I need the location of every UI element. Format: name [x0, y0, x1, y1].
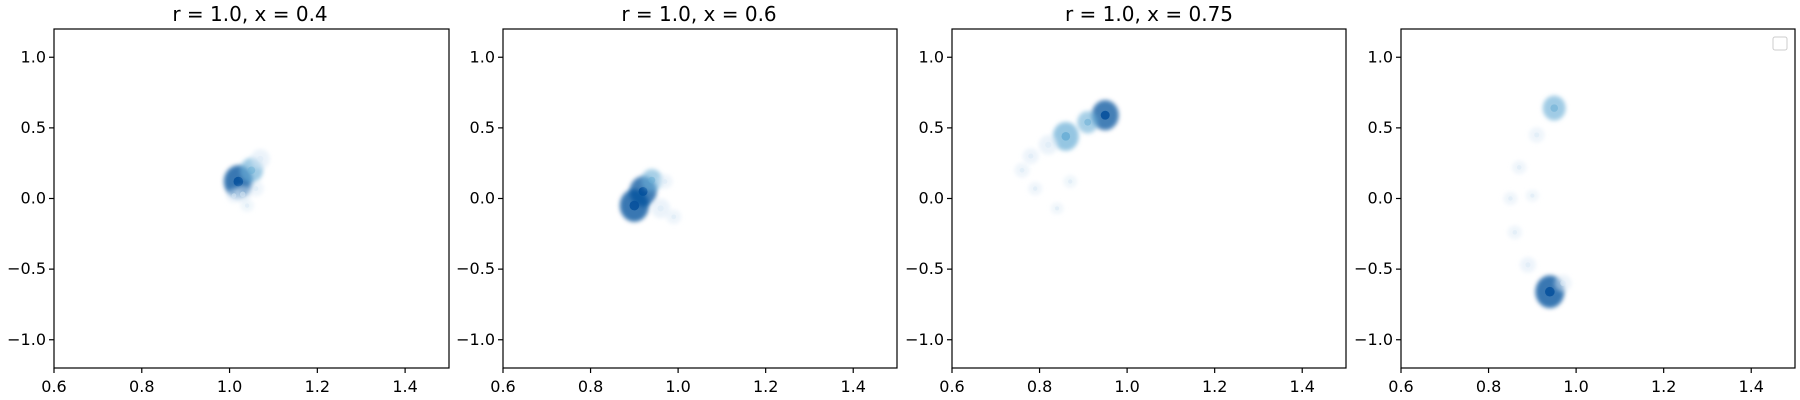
- y-tick-label: −1.0: [7, 330, 46, 349]
- x-tick-label: 1.0: [1563, 377, 1588, 396]
- density-core: [657, 205, 664, 212]
- y-tick-label: −1.0: [905, 330, 944, 349]
- y-tick-label: 0.0: [919, 189, 944, 208]
- x-tick-label: 1.2: [1651, 377, 1676, 396]
- heatmap-panel-1: r = 1.0, x = 0.4 0.6 0.8 1.0 1.2 1.41.00.50.…: [7, 2, 450, 396]
- panel-title: r = 1.0, x = 0.75: [1065, 2, 1233, 26]
- density-core: [1508, 196, 1513, 201]
- density-core: [1028, 153, 1034, 159]
- x-tick-label: 1.4: [392, 377, 417, 396]
- x-tick-label: 0.6: [41, 377, 66, 396]
- y-tick-label: −0.5: [1354, 259, 1393, 278]
- panel-title: r = 1.0, x = 0.4: [172, 2, 327, 26]
- y-tick-label: 0.0: [470, 189, 495, 208]
- plot-frame: [53, 28, 450, 369]
- y-tick-label: 0.5: [1368, 118, 1393, 137]
- plot-frame: [502, 28, 898, 369]
- density-core: [1512, 230, 1518, 235]
- density-layer: [619, 168, 682, 225]
- y-tick-label: 1.0: [21, 47, 46, 66]
- density-core: [629, 200, 640, 211]
- x-tick-label: 1.4: [1738, 377, 1763, 396]
- density-core: [1100, 110, 1110, 120]
- y-tick-label: 1.0: [1368, 47, 1393, 66]
- density-core: [253, 186, 259, 192]
- x-tick-label: 1.2: [305, 377, 330, 396]
- x-tick-label: 1.4: [1289, 377, 1314, 396]
- plot-frame: [951, 28, 1347, 369]
- y-tick-label: −0.5: [456, 259, 495, 278]
- density-core: [231, 193, 237, 199]
- x-tick-label: 0.8: [1476, 377, 1501, 396]
- density-core: [1084, 118, 1092, 126]
- density-core: [671, 214, 677, 220]
- y-tick-label: 0.0: [21, 189, 46, 208]
- density-core: [1530, 193, 1535, 198]
- x-tick-label: 1.0: [1114, 377, 1139, 396]
- density-layer: [223, 149, 270, 212]
- x-tick-label: 0.8: [578, 377, 603, 396]
- y-tick-label: −1.0: [1354, 330, 1393, 349]
- x-tick-label: 1.2: [1202, 377, 1227, 396]
- x-tick-label: 0.8: [1027, 377, 1052, 396]
- density-core: [1550, 104, 1558, 112]
- x-tick-label: 0.6: [939, 377, 964, 396]
- y-tick-label: 1.0: [919, 47, 944, 66]
- y-tick-label: 0.5: [470, 118, 495, 137]
- y-tick-label: 0.5: [919, 118, 944, 137]
- panel-title: r = 1.0, x = 0.6: [621, 2, 776, 26]
- empty-legend-box: [1772, 36, 1788, 51]
- y-tick-label: −0.5: [7, 259, 46, 278]
- density-core: [1032, 186, 1038, 191]
- density-core: [244, 203, 250, 208]
- density-core: [1019, 167, 1025, 173]
- density-core: [1560, 280, 1566, 286]
- density-core: [1068, 179, 1073, 184]
- density-layer: [1503, 95, 1572, 309]
- y-tick-label: −1.0: [456, 330, 495, 349]
- density-core: [247, 166, 256, 175]
- heatmap-panel-4: 0.6 0.8 1.0 1.2 1.4 1.0 0.5 0.0 −0.5 −1.0: [1354, 28, 1796, 396]
- heatmap-panel-3: r = 1.0, x = 0.75 0.6 0.8 1.0 1.2 1.41.00.50…: [905, 2, 1347, 396]
- y-tick-label: 1.0: [470, 47, 495, 66]
- x-tick-label: 0.6: [1388, 377, 1413, 396]
- density-layer: [1014, 100, 1119, 215]
- density-core: [1516, 165, 1522, 170]
- tick-group: 0.6 0.8 1.0 1.2 1.4 1.0 0.5 0.0 −0.5 −1.0: [456, 47, 866, 396]
- density-core: [257, 155, 264, 163]
- x-tick-label: 1.0: [665, 377, 690, 396]
- density-core: [1545, 286, 1555, 297]
- y-tick-label: −0.5: [905, 259, 944, 278]
- density-core: [1534, 132, 1540, 138]
- y-tick-label: 0.0: [1368, 189, 1393, 208]
- density-core: [1061, 132, 1071, 141]
- tick-group: 0.6 0.8 1.0 1.2 1.4 1.0 0.5 0.0 −0.5 −1.0: [1354, 47, 1764, 396]
- y-tick-label: 0.5: [21, 118, 46, 137]
- tick-group: 0.6 0.8 1.0 1.2 1.4 1.0 0.5 0.0 −0.5 −1.0: [905, 47, 1315, 396]
- density-core: [1045, 141, 1052, 148]
- density-core: [1525, 262, 1531, 268]
- density-core: [233, 176, 244, 187]
- density-core: [662, 179, 668, 184]
- x-tick-label: 0.6: [490, 377, 515, 396]
- tick-group: 0.6 0.8 1.0 1.2 1.4 1.0 0.5 0.0 −0.5 −1.0: [7, 47, 418, 396]
- x-tick-label: 1.4: [840, 377, 865, 396]
- density-core: [648, 176, 656, 184]
- x-tick-label: 1.2: [753, 377, 778, 396]
- plot-frame: [1400, 28, 1796, 369]
- density-core: [1055, 206, 1060, 211]
- x-tick-label: 0.8: [129, 377, 154, 396]
- x-tick-label: 1.0: [217, 377, 242, 396]
- heatmap-panel-2: r = 1.0, x = 0.6 0.6 0.8 1.0 1.2 1.41.00.50.…: [456, 2, 898, 396]
